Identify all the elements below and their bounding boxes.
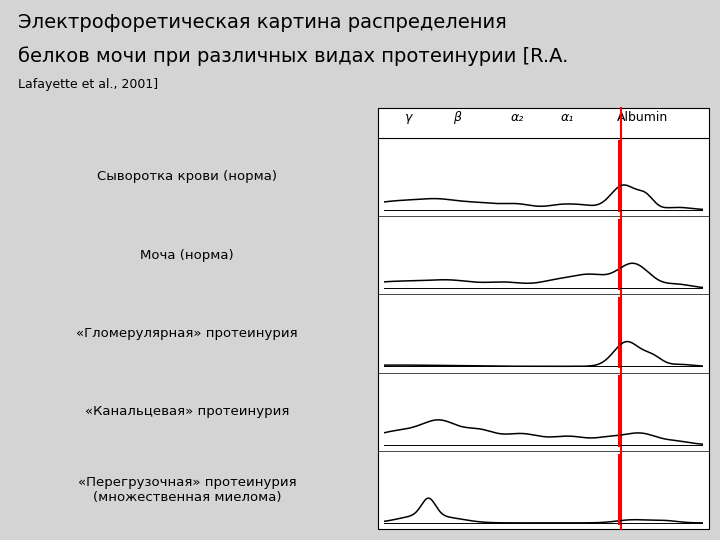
Text: β: β [454,111,462,124]
Text: Сыворотка крови (норма): Сыворотка крови (норма) [97,170,277,184]
Text: Моча (норма): Моча (норма) [140,248,234,262]
Text: α₂: α₂ [510,111,523,124]
Text: γ: γ [404,111,412,124]
Text: α₁: α₁ [560,111,573,124]
Text: «Перегрузочная» протеинурия
(множественная миелома): «Перегрузочная» протеинурия (множественн… [78,476,297,504]
FancyBboxPatch shape [378,108,709,529]
Text: Albumin: Albumin [617,111,669,124]
Text: белков мочи при различных видах протеинурии [R.A.: белков мочи при различных видах протеину… [18,46,568,65]
Text: «Гломерулярная» протеинурия: «Гломерулярная» протеинурия [76,327,298,340]
Text: Электрофоретическая картина распределения: Электрофоретическая картина распределени… [18,14,507,32]
Text: Lafayette et al., 2001]: Lafayette et al., 2001] [18,78,158,91]
Text: «Канальцевая» протеинурия: «Канальцевая» протеинурия [85,405,289,418]
